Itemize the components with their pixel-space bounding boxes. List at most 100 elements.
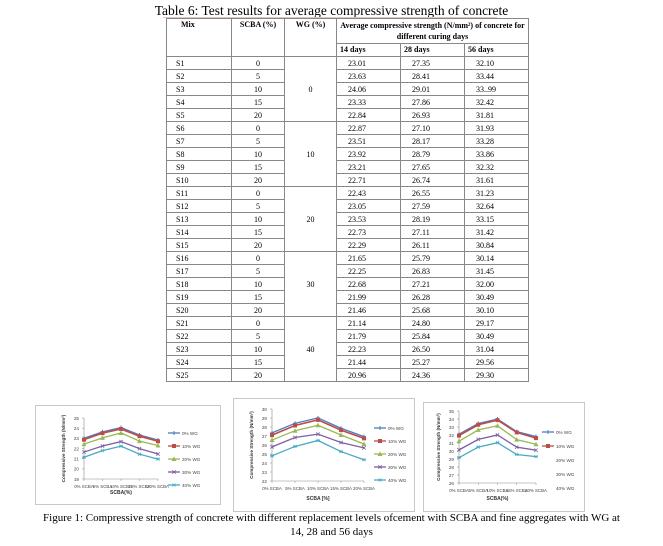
table-row: S21 0 40 21.14 24.80 29.17 <box>166 316 529 382</box>
cell-14-days: 23.01 <box>336 56 401 70</box>
data-point-marker <box>119 439 123 444</box>
data-point-marker <box>339 428 343 433</box>
legend-item: 0% WG <box>542 430 572 435</box>
cell-mix: S22 <box>166 329 232 343</box>
data-point-marker <box>514 437 520 442</box>
y-tick-label: 25 <box>74 416 80 421</box>
cell-14-days: 24.06 <box>336 82 401 96</box>
y-tick-label: 29 <box>262 416 268 421</box>
legend-label: 40% WG <box>556 486 575 491</box>
cell-scba: 0 <box>231 56 285 70</box>
cell-14-days: 21.44 <box>336 355 401 369</box>
y-tick-label: 23 <box>262 470 268 475</box>
data-point-marker <box>137 434 142 439</box>
cell-14-days: 23.51 <box>336 134 401 148</box>
data-point-marker <box>81 441 87 447</box>
table-row: S16 0 30 21.65 25.79 30.14 <box>166 251 529 317</box>
series-30-wg <box>270 432 366 450</box>
table-title: Table 6: Test results for average compre… <box>154 3 509 18</box>
data-point-marker <box>315 422 321 428</box>
legend-label: 30% WG <box>182 470 201 475</box>
series-40-wg <box>82 444 160 461</box>
cell-14-days: 22.25 <box>336 264 401 278</box>
table-row: S1 0 0 23.01 27.35 32.10 <box>166 56 529 122</box>
cell-56-days: 31.61 <box>464 173 529 187</box>
y-tick-label: 20 <box>74 467 80 472</box>
data-point-marker <box>546 444 550 448</box>
cell-14-days: 22.23 <box>336 342 401 356</box>
cell-scba: 20 <box>231 368 285 382</box>
cell-scba: 20 <box>231 173 285 187</box>
header-wg: WG (%) <box>284 18 337 57</box>
cell-mix: S9 <box>166 160 232 174</box>
data-point-marker <box>546 430 550 434</box>
y-tick-label: 21 <box>74 456 80 461</box>
data-point-marker <box>137 438 142 444</box>
table-row: S24 15 21.44 25.27 29.56 <box>166 355 529 369</box>
cell-14-days: 22.68 <box>336 277 401 291</box>
cell-14-days: 23.92 <box>336 147 401 161</box>
legend-label: 0% WG <box>182 431 198 436</box>
data-point-marker <box>495 423 500 428</box>
data-point-marker <box>534 436 538 441</box>
x-tick-label: 5% SCBA <box>468 488 488 493</box>
cell-scba: 5 <box>231 199 285 213</box>
data-point-marker <box>495 440 500 445</box>
data-point-marker <box>172 470 176 474</box>
cell-28-days: 27.86 <box>400 95 465 109</box>
header-14-days: 14 days <box>336 43 401 57</box>
x-tick-label: 20% SCBA <box>147 484 169 489</box>
cell-mix: S12 <box>166 199 232 213</box>
cell-mix: S7 <box>166 134 232 148</box>
cell-scba: 15 <box>231 355 285 369</box>
data-point-marker <box>269 437 275 443</box>
cell-28-days: 26.50 <box>400 342 465 356</box>
cell-56-days: 31.42 <box>464 225 529 239</box>
legend-item: 20% WG <box>374 451 407 457</box>
y-tick-label: 30 <box>262 407 268 412</box>
cell-scba: 10 <box>231 147 285 161</box>
cell-56-days: 31.23 <box>464 186 529 200</box>
cell-14-days: 21.14 <box>336 316 401 330</box>
cell-mix: S11 <box>166 186 232 200</box>
table-row: S3 10 24.06 29.01 33..99 <box>166 82 529 96</box>
data-point-marker <box>476 437 481 442</box>
table-row: S19 15 21.99 26.28 30.49 <box>166 290 529 304</box>
cell-56-days: 29.30 <box>464 368 529 382</box>
y-tick-label: 22 <box>262 479 268 484</box>
series-30-wg <box>82 439 160 456</box>
cell-wg: 40 <box>284 316 337 382</box>
cell-28-days: 26.28 <box>400 290 465 304</box>
legend-label: 10% WG <box>182 444 201 449</box>
cell-mix: S3 <box>166 82 232 96</box>
cell-56-days: 31.81 <box>464 108 529 122</box>
data-point-marker <box>378 439 382 443</box>
legend-item: 20% WG <box>556 458 575 463</box>
cell-56-days: 32.64 <box>464 199 529 213</box>
cell-56-days: 31.04 <box>464 342 529 356</box>
cell-scba: 15 <box>231 290 285 304</box>
data-point-marker <box>100 443 105 448</box>
series-40-wg <box>457 440 538 460</box>
data-point-marker <box>82 437 86 442</box>
cell-56-days: 32.00 <box>464 277 529 291</box>
table-row: S23 10 22.23 26.50 31.04 <box>166 342 529 356</box>
data-point-marker <box>270 433 274 438</box>
cell-mix: S8 <box>166 147 232 161</box>
y-tick-label: 26 <box>449 481 455 486</box>
legend-item: 30% WG <box>168 470 201 475</box>
cell-56-days: 32.10 <box>464 56 529 70</box>
x-tick-label: 10% SCBA <box>487 488 509 493</box>
cell-28-days: 27.65 <box>400 160 465 174</box>
x-tick-label: 15% SCBA <box>330 486 352 491</box>
table-row: S6 0 10 22.87 27.10 31.93 <box>166 121 529 187</box>
y-tick-label: 33 <box>449 425 455 430</box>
header-mix: Mix <box>166 18 232 57</box>
data-point-marker <box>456 438 462 444</box>
legend-label: 0% WG <box>388 426 404 431</box>
x-tick-label: 0% SCBA <box>262 486 282 491</box>
data-point-marker <box>293 423 297 428</box>
cell-mix: S1 <box>166 56 232 70</box>
